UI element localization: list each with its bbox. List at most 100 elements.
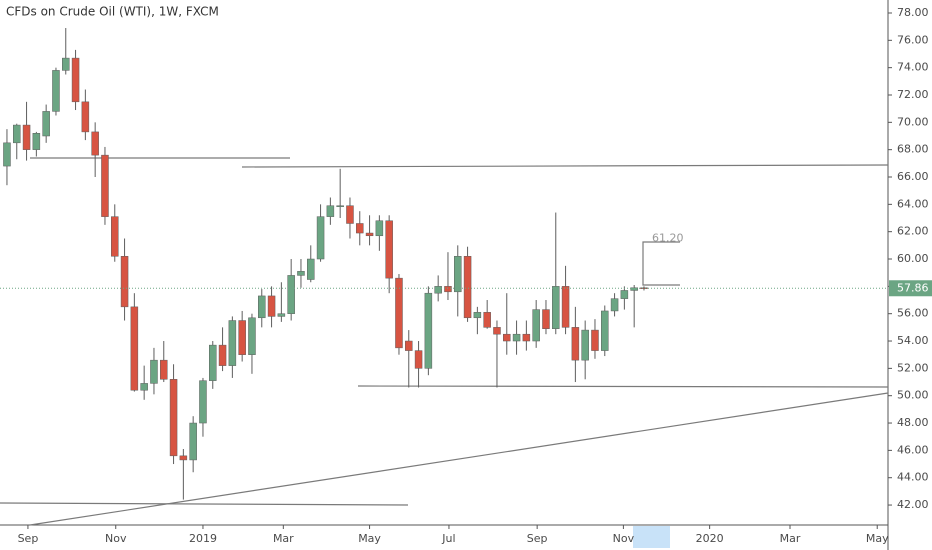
candle-body: [552, 286, 560, 329]
chart-title: CFDs on Crude Oil (WTI), 1W, FXCM: [6, 5, 219, 19]
projection: [642, 241, 680, 286]
x-tick-label: May: [358, 532, 381, 545]
candle-body: [532, 309, 540, 342]
y-tick-label: 42.00: [897, 498, 929, 511]
candle-body: [405, 340, 413, 351]
y-tick-label: 72.00: [897, 88, 929, 101]
candle-body: [503, 333, 511, 342]
candle-body: [326, 205, 335, 217]
x-tick-label: May: [866, 532, 889, 545]
y-tick-label: 70.00: [897, 115, 929, 128]
candle-body: [395, 277, 403, 349]
candle-body: [287, 275, 295, 314]
candle-body: [542, 309, 550, 329]
y-tick-label: 66.00: [897, 170, 929, 183]
candle-body: [199, 380, 207, 424]
candle-body: [258, 295, 266, 319]
candle-body: [277, 313, 286, 317]
candle-body: [179, 455, 188, 461]
y-tick-label: 62.00: [897, 225, 929, 238]
candle-body: [483, 312, 491, 328]
candle-body: [581, 329, 589, 361]
x-tick-label: Sep: [18, 532, 39, 545]
candle-body: [130, 306, 139, 391]
candle-body: [444, 286, 452, 293]
x-tick-label: Sep: [527, 532, 548, 545]
x-tick-label: 2020: [696, 532, 724, 545]
last-price-label: 57.86: [897, 281, 929, 294]
last-price-box: [889, 280, 932, 297]
candle-body: [414, 350, 423, 369]
x-tick-label: Mar: [273, 532, 294, 545]
candle-body: [620, 290, 629, 299]
y-tick-label: 68.00: [897, 143, 929, 156]
candle-body: [316, 216, 325, 260]
y-tick-label: 50.00: [897, 389, 929, 402]
candle-body: [267, 295, 276, 317]
candle-body: [493, 327, 501, 335]
candle-body: [561, 286, 570, 328]
candle-body: [640, 287, 648, 289]
h-line: [0, 502, 409, 506]
y-tick-label: 46.00: [897, 443, 929, 456]
x-tick-label: 2019: [189, 532, 217, 545]
y-tick-label: 60.00: [897, 252, 929, 265]
candle-body: [71, 57, 80, 103]
candle-body: [13, 124, 21, 144]
y-tick-label: 54.00: [897, 334, 929, 347]
candle-body: [610, 298, 619, 312]
candle-body: [375, 220, 384, 237]
candle-body: [297, 271, 305, 276]
candle-body: [365, 232, 374, 237]
candle-body: [463, 256, 472, 319]
candle-body: [522, 333, 531, 342]
candle-body: [591, 329, 599, 351]
candle-body: [473, 312, 482, 319]
candle-body: [140, 383, 148, 391]
candle-body: [238, 320, 246, 355]
candle-body: [189, 422, 197, 461]
candle-body: [454, 256, 462, 293]
candle-body: [630, 287, 638, 291]
trend-line: [29, 392, 889, 526]
candle-body: [307, 258, 315, 280]
h-line: [357, 385, 889, 388]
candle-body: [218, 344, 227, 366]
candle-body: [32, 133, 41, 150]
candle-body: [336, 205, 344, 207]
candle-body: [169, 379, 178, 457]
candle-body: [571, 327, 580, 361]
candle-body: [601, 310, 609, 351]
x-tick-label: Mar: [780, 532, 801, 545]
candle-body: [356, 223, 364, 234]
candle-body: [120, 256, 129, 308]
candle-body: [248, 317, 256, 355]
candle-body: [62, 57, 70, 71]
annotation-label: 61.20: [652, 232, 684, 245]
candle-body: [150, 359, 158, 384]
y-tick-label: 78.00: [897, 6, 929, 19]
candle-body: [385, 220, 393, 279]
drawings: [0, 157, 889, 526]
candle-body: [434, 286, 442, 294]
candle-body: [81, 101, 90, 133]
candle-body: [111, 216, 119, 257]
candle-body: [101, 154, 109, 217]
y-tick-label: 48.00: [897, 416, 929, 429]
candle-body: [346, 205, 354, 224]
candle-body: [91, 131, 99, 156]
candle-body: [512, 333, 521, 342]
candle-body: [424, 292, 433, 369]
y-tick-label: 56.00: [897, 307, 929, 320]
time-marker: [633, 526, 670, 548]
y-tick-label: 74.00: [897, 61, 929, 74]
candle-body: [42, 111, 50, 137]
candle-body: [228, 320, 237, 366]
y-tick-label: 44.00: [897, 471, 929, 484]
candle-body: [160, 359, 168, 380]
h-line: [241, 164, 889, 168]
candle-body: [52, 70, 60, 112]
candle-body: [3, 142, 11, 167]
x-tick-label: Jul: [441, 532, 455, 545]
